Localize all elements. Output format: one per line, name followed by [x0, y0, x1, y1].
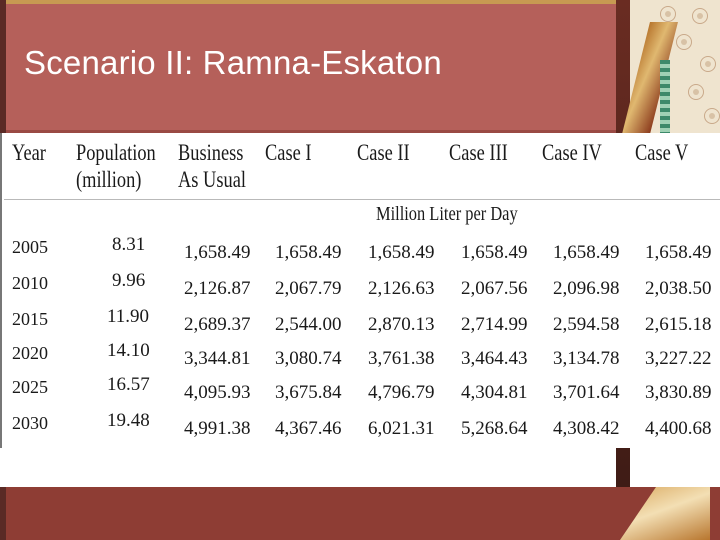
flower-icon: [692, 8, 708, 24]
cell-value: 3,701.64: [553, 382, 620, 403]
header-bau-line2: As Usual: [178, 167, 246, 192]
header-bau-line1: Business: [178, 140, 244, 165]
flower-icon: [676, 34, 692, 50]
table-row: 2015 11.90 2,689.37 2,544.00 2,870.13 2,714.9…: [2, 133, 720, 448]
cell-population: 11.90: [107, 306, 150, 327]
cell-value: 1,658.49: [645, 242, 712, 263]
cell-population: 16.57: [107, 374, 150, 395]
cell-value: 2,126.63: [368, 278, 435, 299]
cell-year: 2005: [12, 237, 48, 257]
cell-value: 2,038.50: [645, 278, 712, 299]
table-row: 2025 16.57 4,095.93 3,675.84 4,796.79 4,304.8…: [2, 133, 720, 448]
cell-value: 3,464.43: [461, 348, 528, 369]
cell-value: 1,658.49: [184, 242, 251, 263]
cell-value: 5,268.64: [461, 418, 528, 439]
flower-icon: [660, 6, 676, 22]
cell-population: 19.48: [107, 410, 150, 431]
cell-year: 2020: [12, 343, 48, 363]
cell-value: 3,344.81: [184, 348, 251, 369]
cell-year: 2025: [12, 377, 48, 397]
flower-icon: [704, 108, 720, 124]
table-row: 2020 14.10 3,344.81 3,080.74 3,761.38 3,464.4…: [2, 133, 720, 448]
title-band-gold-line: [6, 0, 616, 4]
header-divider: [4, 199, 720, 200]
cell-population: 8.31: [112, 234, 146, 255]
cell-value: 3,080.74: [275, 348, 342, 369]
cell-value: 2,067.56: [461, 278, 528, 299]
unit-label: Million Liter per Day: [376, 203, 518, 225]
cell-value: 2,096.98: [553, 278, 620, 299]
slide-title: Scenario II: Ramna-Eskaton: [24, 44, 442, 81]
cell-value: 1,658.49: [275, 242, 342, 263]
cell-value: 3,761.38: [368, 348, 435, 369]
flower-icon: [688, 84, 704, 100]
cell-population: 9.96: [112, 270, 146, 291]
header-case-5: Case V: [635, 140, 689, 165]
flower-icon: [700, 56, 716, 72]
cell-value: 2,714.99: [461, 314, 528, 335]
cell-value: 3,227.22: [645, 348, 712, 369]
header-case-3: Case III: [449, 140, 508, 165]
header-case-1: Case I: [265, 140, 312, 165]
header-population-line2: (million): [76, 167, 142, 192]
cell-value: 3,830.89: [645, 382, 712, 403]
cell-value: 4,095.93: [184, 382, 251, 403]
title-band-edge: [0, 0, 6, 133]
cell-value: 4,308.42: [553, 418, 620, 439]
cell-value: 2,689.37: [184, 314, 251, 335]
data-table: Year Population (million) Business As Us…: [0, 133, 720, 448]
cell-value: 2,615.18: [645, 314, 712, 335]
cell-value: 4,796.79: [368, 382, 435, 403]
cell-value: 2,544.00: [275, 314, 342, 335]
header-year: Year: [12, 140, 46, 165]
cell-value: 6,021.31: [368, 418, 435, 439]
cell-value: 2,594.58: [553, 314, 620, 335]
cell-value: 3,675.84: [275, 382, 342, 403]
cell-value: 1,658.49: [553, 242, 620, 263]
title-band: [0, 0, 720, 133]
table-body: 2005 8.31 1,658.49 1,658.49 1,658.49 1,658.49…: [2, 133, 720, 448]
table-row: 2005 8.31 1,658.49 1,658.49 1,658.49 1,658.49…: [2, 133, 720, 448]
table-row: 2030 19.48 4,991.38 4,367.46 6,021.31 5,268.6…: [2, 133, 720, 448]
cell-value: 2,870.13: [368, 314, 435, 335]
cell-value: 4,400.68: [645, 418, 712, 439]
cell-year: 2015: [12, 309, 48, 329]
cell-population: 14.10: [107, 340, 150, 361]
cell-value: 4,304.81: [461, 382, 528, 403]
header-business-as-usual: Business As Usual: [178, 139, 246, 193]
title-band-bottom-line: [6, 130, 616, 133]
header-population: Population (million): [76, 139, 156, 193]
cell-value: 1,658.49: [461, 242, 528, 263]
cell-value: 1,658.49: [368, 242, 435, 263]
cell-value: 4,991.38: [184, 418, 251, 439]
header-case-4: Case IV: [542, 140, 602, 165]
cell-year: 2030: [12, 413, 48, 433]
cell-year: 2010: [12, 273, 48, 293]
cell-value: 3,134.78: [553, 348, 620, 369]
footer-band: [0, 487, 720, 540]
footer-band-edge: [0, 487, 6, 540]
cell-value: 2,067.79: [275, 278, 342, 299]
cell-value: 2,126.87: [184, 278, 251, 299]
footer-ribbon: [620, 487, 710, 540]
decorative-stripe: [660, 60, 670, 134]
header-case-2: Case II: [357, 140, 410, 165]
cell-value: 4,367.46: [275, 418, 342, 439]
header-population-line1: Population: [76, 140, 156, 165]
table-row: 2010 9.96 2,126.87 2,067.79 2,126.63 2,067.56…: [2, 133, 720, 448]
